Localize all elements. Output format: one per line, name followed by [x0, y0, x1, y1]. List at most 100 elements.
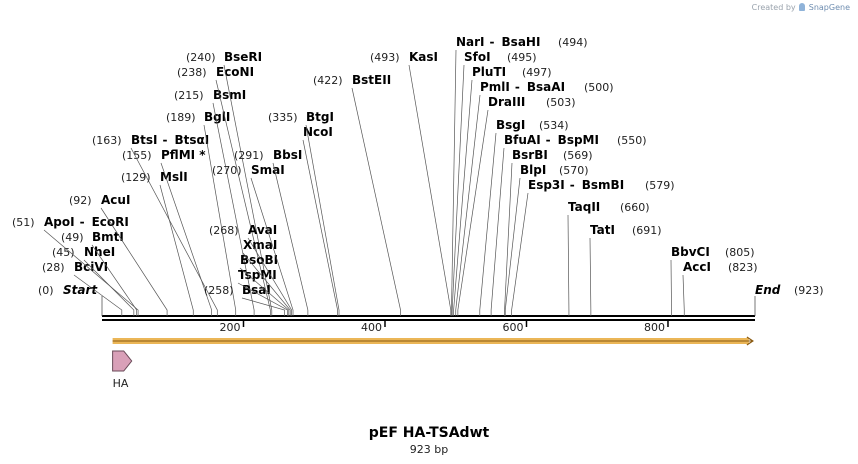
restriction-site-kasi[interactable]: KasI (493): [370, 50, 452, 316]
restriction-site-acui[interactable]: AcuI (92): [69, 193, 168, 316]
restriction-site-esp3i[interactable]: Esp3I - BsmBI (579): [511, 178, 675, 316]
restriction-site-econi[interactable]: EcoNI (238): [177, 65, 271, 316]
site-leader-line: [451, 64, 465, 316]
site-position: (422): [313, 74, 343, 87]
site-enzyme-name: ApoI: [44, 215, 75, 229]
site-leader-line: [159, 184, 194, 316]
start-marker: (0) Start: [38, 283, 103, 316]
site-leader-line: [305, 124, 340, 316]
site-leader-line: [212, 102, 255, 316]
site-enzyme-name: PflMI *: [161, 148, 206, 162]
site-leader-line: [239, 267, 290, 316]
watermark-prefix: Created by: [751, 3, 796, 12]
restriction-site-acci[interactable]: AccI (823): [682, 260, 758, 316]
site-name-separator: -: [515, 80, 520, 94]
restriction-site-bmti[interactable]: BmtI (49): [61, 230, 138, 316]
site-position: (569): [563, 149, 593, 162]
site-leader-line: [451, 49, 457, 316]
site-position: (268): [209, 224, 239, 237]
site-leader-line: [203, 124, 237, 316]
restriction-site-nari[interactable]: NarI - BsaHI (494): [451, 35, 588, 316]
site-leader-line: [504, 162, 513, 316]
restriction-site-bsrbi[interactable]: BsrBI (569): [504, 148, 593, 316]
restriction-site-bbsi[interactable]: BbsI (291): [234, 148, 309, 316]
plasmid-size: 923 bp: [409, 443, 449, 456]
restriction-site-taqii[interactable]: TaqII (660): [567, 200, 650, 316]
site-enzyme-name: BsaI: [242, 283, 271, 297]
restriction-site-bbvci[interactable]: BbvCI (805): [670, 245, 755, 316]
site-enzyme-name: BglI: [204, 110, 230, 124]
site-position: (163): [92, 134, 122, 147]
site-enzyme-name: SfoI: [464, 50, 491, 64]
site-enzyme-name: BsoBI: [240, 253, 278, 267]
restriction-site-nhei[interactable]: NheI (45): [52, 245, 135, 316]
site-enzyme-name: PluTI: [472, 65, 506, 79]
site-enzyme-name: BbsI: [273, 148, 302, 162]
site-enzyme-name: NcoI: [303, 125, 333, 139]
restriction-site-bsai[interactable]: BsaI (258): [204, 283, 285, 316]
restriction-site-bseri[interactable]: BseRI (240): [186, 50, 273, 316]
start-position: (0): [38, 284, 54, 297]
restriction-site-bfuai[interactable]: BfuAI - BspMI (550): [490, 133, 647, 316]
restriction-site-btsi[interactable]: BtsI - BtsαI (163): [92, 133, 218, 316]
ruler-tick-label: 400: [361, 321, 382, 334]
site-enzyme-name: NheI: [84, 245, 115, 259]
site-leader-line: [302, 139, 338, 316]
site-name-separator: -: [490, 35, 495, 49]
site-leader-line: [272, 162, 309, 316]
site-position: (51): [12, 216, 35, 229]
site-enzyme-name: BstEII: [352, 73, 391, 87]
restriction-site-btgi[interactable]: BtgI (335): [268, 110, 340, 316]
site-enzyme-name: BtsαI: [175, 133, 210, 147]
restriction-site-tspmi[interactable]: TspMI: [237, 268, 288, 316]
feature-ha[interactable]: HA: [112, 350, 133, 390]
site-enzyme-name: BtsI: [131, 133, 158, 147]
site-enzyme-name: TspMI: [238, 268, 277, 282]
end-position: (923): [794, 284, 824, 297]
site-leader-line: [589, 237, 592, 316]
site-leader-line: [250, 177, 294, 316]
restriction-site-draiii[interactable]: DraIII (503): [457, 95, 576, 316]
site-position: (497): [522, 66, 552, 79]
site-position: (691): [632, 224, 662, 237]
site-position: (215): [174, 89, 204, 102]
restriction-site-smai[interactable]: SmaI (270): [212, 163, 294, 316]
site-enzyme-name: EcoNI: [216, 65, 254, 79]
site-leader-line: [670, 259, 672, 316]
site-enzyme-name: XmaI: [243, 238, 277, 252]
site-position: (495): [507, 51, 537, 64]
site-leader-line: [223, 64, 273, 316]
site-position: (660): [620, 201, 650, 214]
restriction-site-pluti[interactable]: PluTI (497): [453, 65, 552, 316]
site-leader-line: [504, 177, 521, 316]
site-position: (258): [204, 284, 234, 297]
restriction-site-xmai[interactable]: XmaI: [242, 238, 291, 316]
orf-arrow[interactable]: [112, 336, 754, 346]
site-enzyme-name: TatI: [590, 223, 615, 237]
restriction-site-bgli[interactable]: BglI (189): [166, 110, 237, 316]
restriction-site-bsteii[interactable]: BstEII (422): [313, 73, 401, 316]
site-enzyme-name: BfuAI: [504, 133, 541, 147]
site-enzyme-name: BsrBI: [512, 148, 548, 162]
restriction-site-avai[interactable]: AvaI (268): [209, 223, 292, 316]
site-position: (823): [728, 261, 758, 274]
restriction-site-pflmi[interactable]: PflMI * (155): [122, 148, 213, 316]
restriction-site-bsgi[interactable]: BsgI (534): [479, 118, 569, 316]
restriction-site-blpi[interactable]: BlpI (570): [504, 163, 589, 316]
restriction-site-tati[interactable]: TatI (691): [589, 223, 662, 316]
restriction-site-sfoi[interactable]: SfoI (495): [451, 50, 537, 316]
restriction-site-pmli[interactable]: PmlI - BsaAI (500): [455, 80, 614, 316]
site-position: (28): [42, 261, 65, 274]
site-enzyme-name: BlpI: [520, 163, 546, 177]
site-leader-line: [408, 64, 452, 316]
plasmid-name: pEF HA-TSAdwt: [368, 425, 490, 441]
restriction-site-bsobi[interactable]: BsoBI: [239, 253, 290, 316]
site-position: (129): [121, 171, 151, 184]
site-enzyme-name: DraIII: [488, 95, 525, 109]
site-leader-line: [479, 132, 497, 316]
site-position: (238): [177, 66, 207, 79]
site-leader-line: [43, 229, 139, 316]
site-position: (550): [617, 134, 647, 147]
restriction-site-ncoi[interactable]: NcoI: [302, 125, 338, 316]
